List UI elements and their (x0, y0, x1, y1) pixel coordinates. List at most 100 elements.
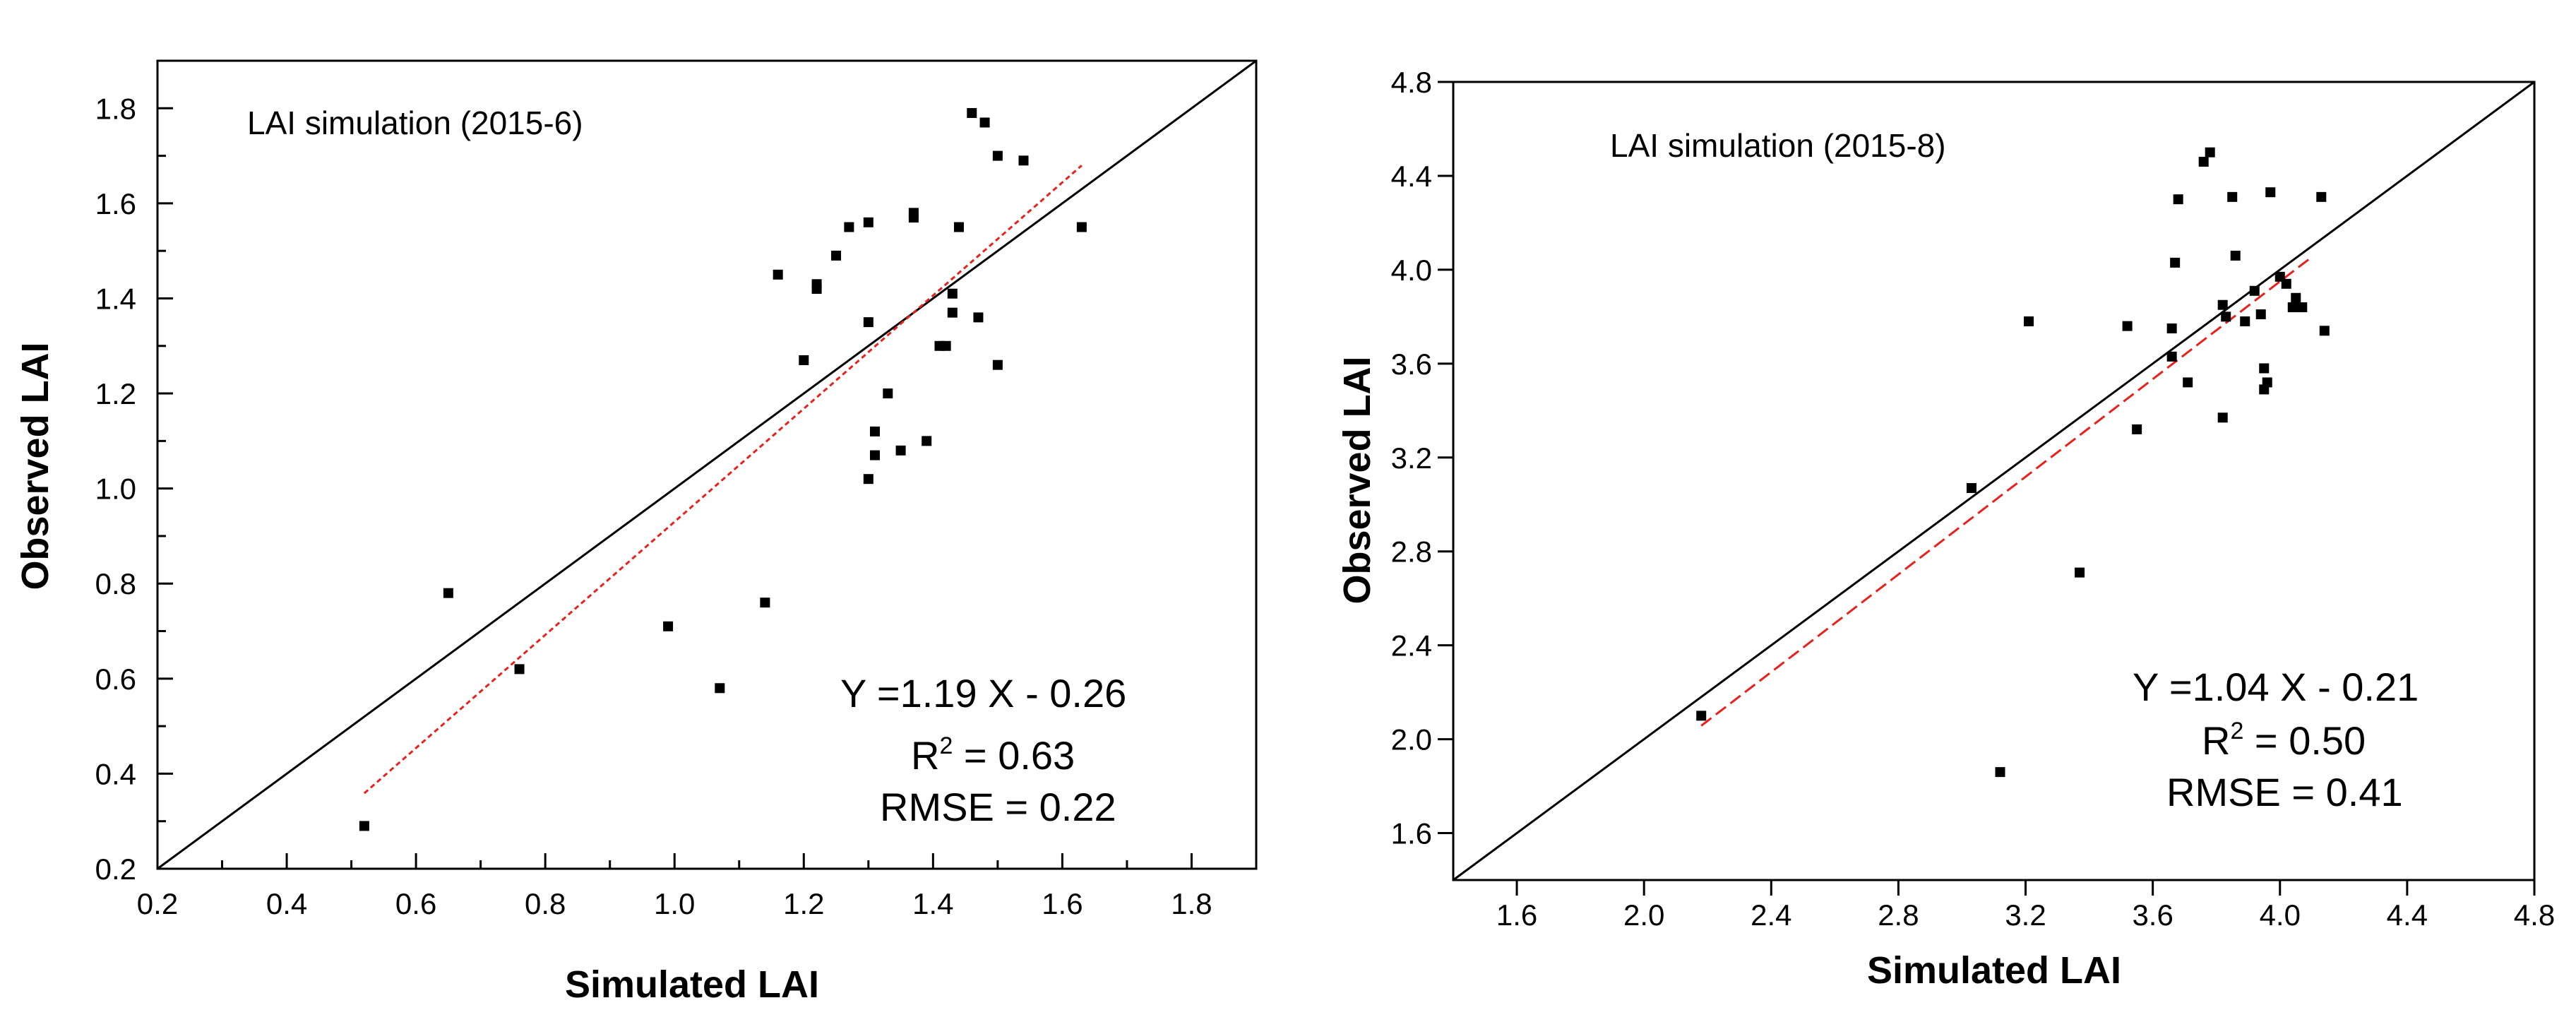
data-point (1966, 482, 1976, 493)
data-point (2221, 311, 2231, 322)
data-point (973, 312, 984, 323)
one-to-one-line (1453, 81, 2535, 881)
data-point (2316, 191, 2327, 202)
x-axis-title: Simulated LAI (565, 963, 819, 1006)
axis-ticks (1438, 81, 2536, 896)
y-tick-label: 4.4 (1391, 160, 1432, 193)
data-point (2230, 250, 2241, 261)
chart-lai-2015-6: 0.2 0.4 0.6 0.8 1.0 1.2 1.4 1.6 1.8 0.2 0.4 0.6 0.8… (14, 59, 1258, 1006)
x-tick-label: 4.0 (2260, 898, 2301, 932)
data-point (663, 621, 674, 631)
data-point (2024, 316, 2034, 326)
data-point (773, 269, 783, 280)
data-point (992, 150, 1003, 161)
data-point (2217, 299, 2228, 310)
data-point (2205, 147, 2215, 158)
data-point (2170, 257, 2181, 268)
y-tick-label: 4.0 (1391, 254, 1432, 287)
y-tick-label: 2.4 (1391, 629, 1432, 663)
data-point (2255, 309, 2266, 320)
data-point (869, 426, 880, 436)
x-tick-label: 0.8 (525, 887, 566, 920)
data-point (2173, 194, 2183, 205)
data-point (2259, 363, 2270, 374)
x-tick-label: 4.4 (2387, 898, 2428, 932)
r-squared-value: = 0.50 (2243, 718, 2366, 763)
data-point (883, 388, 893, 399)
x-tick-label: 1.2 (783, 887, 824, 920)
y-tick-label: 1.6 (1391, 817, 1432, 850)
data-point (831, 250, 842, 261)
y-tick-label: 0.6 (95, 663, 136, 696)
data-point (941, 340, 951, 351)
data-point (2075, 567, 2085, 578)
data-point (2227, 191, 2238, 202)
data-point (2217, 412, 2228, 423)
data-point (947, 288, 958, 299)
x-tick-label: 1.0 (654, 887, 695, 920)
y-axis-title: Observed LAI (1336, 356, 1378, 604)
r-squared-value: = 0.63 (953, 733, 1075, 778)
r-squared-superscript: 2 (2230, 718, 2243, 744)
data-point (799, 355, 809, 365)
data-point (2262, 377, 2272, 388)
x-tick-label: 0.6 (395, 887, 436, 920)
data-point (514, 664, 525, 675)
r-squared: R2 = 0.50 (2202, 718, 2366, 763)
rmse: RMSE = 0.41 (2166, 770, 2403, 814)
data-point (869, 450, 880, 461)
chart-lai-2015-8: 1.6 2.0 2.4 2.8 3.2 3.6 4.0 4.4 4.8 1.6 2.0 2.4 2.8… (1336, 66, 2555, 992)
x-tick-label: 1.8 (1171, 887, 1212, 920)
y-axis-title: Observed LAI (14, 342, 56, 590)
data-point (922, 436, 932, 446)
data-point (1696, 711, 1707, 721)
x-tick-label: 0.4 (266, 887, 307, 920)
regression-equation: Y =1.04 X - 0.21 (2133, 665, 2419, 709)
y-tick-label: 3.6 (1391, 347, 1432, 381)
data-point (1018, 155, 1029, 166)
data-point (2198, 157, 2209, 167)
data-point (2166, 351, 2177, 362)
y-tick-label: 3.2 (1391, 441, 1432, 475)
data-point (967, 108, 977, 119)
data-point (443, 588, 453, 598)
data-point (979, 117, 990, 128)
axis-ticks (156, 107, 1193, 870)
x-axis-title: Simulated LAI (1867, 949, 2121, 992)
y-tick-labels: 0.2 0.4 0.6 0.8 1.0 1.2 1.4 1.6 1.8 (95, 92, 136, 886)
data-point (844, 222, 854, 232)
data-points (359, 108, 1087, 831)
x-tick-label: 3.2 (2005, 898, 2046, 932)
r-squared: R2 = 0.63 (911, 732, 1075, 778)
data-point (1076, 222, 1087, 232)
data-point (2249, 285, 2260, 296)
y-tick-label: 0.8 (95, 567, 136, 600)
x-tick-label: 1.6 (1042, 887, 1083, 920)
data-point (715, 683, 725, 694)
plot-frame (156, 59, 1258, 870)
data-point (992, 360, 1003, 370)
y-tick-labels: 1.6 2.0 2.4 2.8 3.2 3.6 4.0 4.4 4.8 (1391, 66, 1432, 850)
data-point (2132, 424, 2142, 434)
data-point (863, 217, 873, 227)
rmse: RMSE = 0.22 (880, 785, 1116, 829)
x-tick-label: 3.6 (2132, 898, 2173, 932)
y-tick-label: 2.0 (1391, 723, 1432, 756)
data-point (1995, 767, 2005, 778)
x-tick-label: 1.6 (1496, 898, 1537, 932)
regression-line (1700, 256, 2313, 727)
x-tick-label: 2.4 (1751, 898, 1791, 932)
y-tick-label: 0.2 (95, 852, 136, 886)
data-point (2265, 187, 2276, 198)
data-point (760, 598, 770, 608)
data-point (2166, 323, 2177, 333)
data-points (1696, 147, 2330, 778)
y-tick-label: 1.6 (95, 187, 136, 220)
data-point (2240, 316, 2250, 326)
data-point (953, 222, 964, 232)
x-tick-label: 2.8 (1878, 898, 1919, 932)
data-point (811, 279, 822, 290)
y-tick-label: 1.0 (95, 473, 136, 506)
data-point (359, 821, 369, 831)
